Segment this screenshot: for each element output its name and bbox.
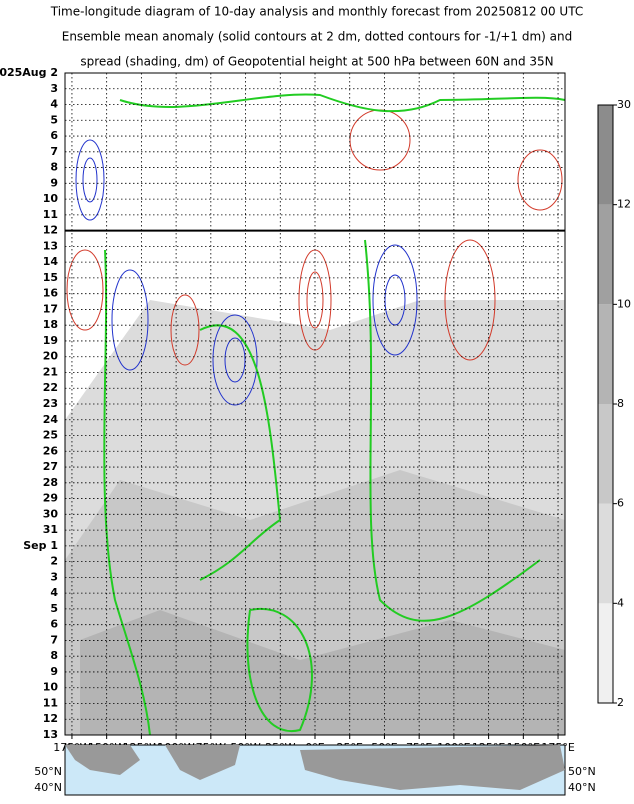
y-tick-label: 9 bbox=[50, 176, 58, 189]
y-tick-label: 21 bbox=[43, 365, 58, 378]
y-tick-label: 2 bbox=[50, 555, 58, 568]
y-tick-label: 5 bbox=[50, 602, 58, 615]
y-tick-label: 7 bbox=[50, 145, 58, 158]
y-tick-label: 16 bbox=[43, 287, 59, 300]
y-tick-label: 14 bbox=[43, 255, 59, 268]
y-tick-label: 2025Aug 2 bbox=[0, 66, 58, 79]
y-tick-label: 29 bbox=[43, 492, 58, 505]
y-tick-label: 24 bbox=[43, 413, 59, 426]
y-tick-label: 9 bbox=[50, 665, 58, 678]
y-tick-label: 12 bbox=[43, 712, 58, 725]
positive-contour bbox=[306, 271, 324, 329]
y-tick-label: 4 bbox=[50, 586, 58, 599]
y-tick-label: 6 bbox=[50, 129, 58, 142]
lat-label: 40°N bbox=[34, 781, 62, 794]
y-tick-label: 3 bbox=[50, 82, 58, 95]
colorbar: 2 4 6 8 10 12 30 bbox=[597, 98, 631, 709]
plot-frame bbox=[64, 72, 566, 736]
y-tick-label: 3 bbox=[50, 570, 58, 583]
y-tick-label: 27 bbox=[43, 460, 58, 473]
y-tick-label: 26 bbox=[43, 444, 59, 457]
colorbar-segment bbox=[598, 503, 613, 604]
lat-label: 50°N bbox=[568, 765, 596, 778]
colorbar-segment bbox=[598, 603, 613, 703]
y-tick-label: 25 bbox=[43, 429, 58, 442]
colorbar-segment bbox=[598, 204, 613, 305]
lat-label: 50°N bbox=[34, 765, 62, 778]
y-tick-label: Sep 1 bbox=[23, 539, 58, 552]
positive-contour bbox=[66, 249, 104, 331]
y-tick-label: 28 bbox=[43, 476, 58, 489]
negative-contour bbox=[372, 244, 418, 356]
chart-title: Time-longitude diagram of 10-day analysi… bbox=[50, 5, 583, 19]
negative-contour bbox=[111, 269, 149, 371]
colorbar-tick-label: 10 bbox=[617, 297, 631, 310]
y-tick-label: 8 bbox=[50, 161, 58, 174]
colorbar-tick-label: 8 bbox=[617, 397, 624, 410]
grid: 175°W150°W125°W100°W75°W50°W25°W0°E25°E5… bbox=[0, 66, 575, 754]
positive-contour bbox=[517, 149, 563, 211]
y-tick-label: 19 bbox=[43, 334, 58, 347]
y-tick-label: 8 bbox=[50, 649, 58, 662]
y-tick-label: 23 bbox=[43, 397, 58, 410]
y-tick-label: 10 bbox=[43, 681, 59, 694]
negative-contour bbox=[212, 314, 258, 406]
colorbar-tick-label: 12 bbox=[617, 198, 631, 211]
y-tick-label: 6 bbox=[50, 618, 58, 631]
colorbar-tick-label: 6 bbox=[617, 497, 624, 510]
map: 50°N 40°N 50°N 40°N bbox=[34, 744, 596, 796]
y-tick-label: 30 bbox=[43, 507, 59, 520]
y-tick-label: 10 bbox=[43, 192, 59, 205]
y-tick-label: 22 bbox=[43, 381, 58, 394]
chart-title: Ensemble mean anomaly (solid contours at… bbox=[62, 30, 573, 44]
colorbar-tick-label: 30 bbox=[617, 98, 631, 111]
y-tick-label: 4 bbox=[50, 98, 58, 111]
y-tick-label: 13 bbox=[43, 728, 58, 741]
negative-contour bbox=[384, 274, 406, 326]
y-tick-label: 20 bbox=[43, 350, 59, 363]
negative-contour bbox=[224, 337, 246, 383]
map-land bbox=[65, 745, 565, 790]
colorbar-segment bbox=[598, 105, 613, 205]
y-tick-label: 31 bbox=[43, 523, 58, 536]
y-tick-label: 13 bbox=[43, 239, 58, 252]
negative-contour bbox=[82, 157, 98, 203]
titles: Time-longitude diagram of 10-day analysi… bbox=[50, 5, 583, 69]
y-tick-label: 7 bbox=[50, 633, 58, 646]
zero-contour bbox=[103, 249, 151, 736]
negative-contour bbox=[75, 139, 105, 221]
y-tick-label: 12 bbox=[43, 224, 58, 237]
y-tick-label: 11 bbox=[43, 208, 58, 221]
zero-contour bbox=[199, 324, 282, 581]
colorbar-segment bbox=[598, 304, 613, 404]
y-tick-label: 15 bbox=[43, 271, 58, 284]
colorbar-tick-label: 4 bbox=[617, 596, 624, 609]
positive-contour bbox=[444, 239, 496, 361]
positive-contour bbox=[170, 294, 200, 366]
y-tick-label: 17 bbox=[43, 302, 58, 315]
y-tick-label: 18 bbox=[43, 318, 58, 331]
y-tick-label: 5 bbox=[50, 113, 58, 126]
zero-contour bbox=[246, 607, 313, 733]
colorbar-segment bbox=[598, 404, 613, 504]
colorbar-tick-label: 2 bbox=[617, 696, 624, 709]
chart-title: spread (shading, dm) of Geopotential hei… bbox=[80, 55, 553, 69]
y-tick-label: 11 bbox=[43, 696, 58, 709]
lat-label: 40°N bbox=[568, 781, 596, 794]
